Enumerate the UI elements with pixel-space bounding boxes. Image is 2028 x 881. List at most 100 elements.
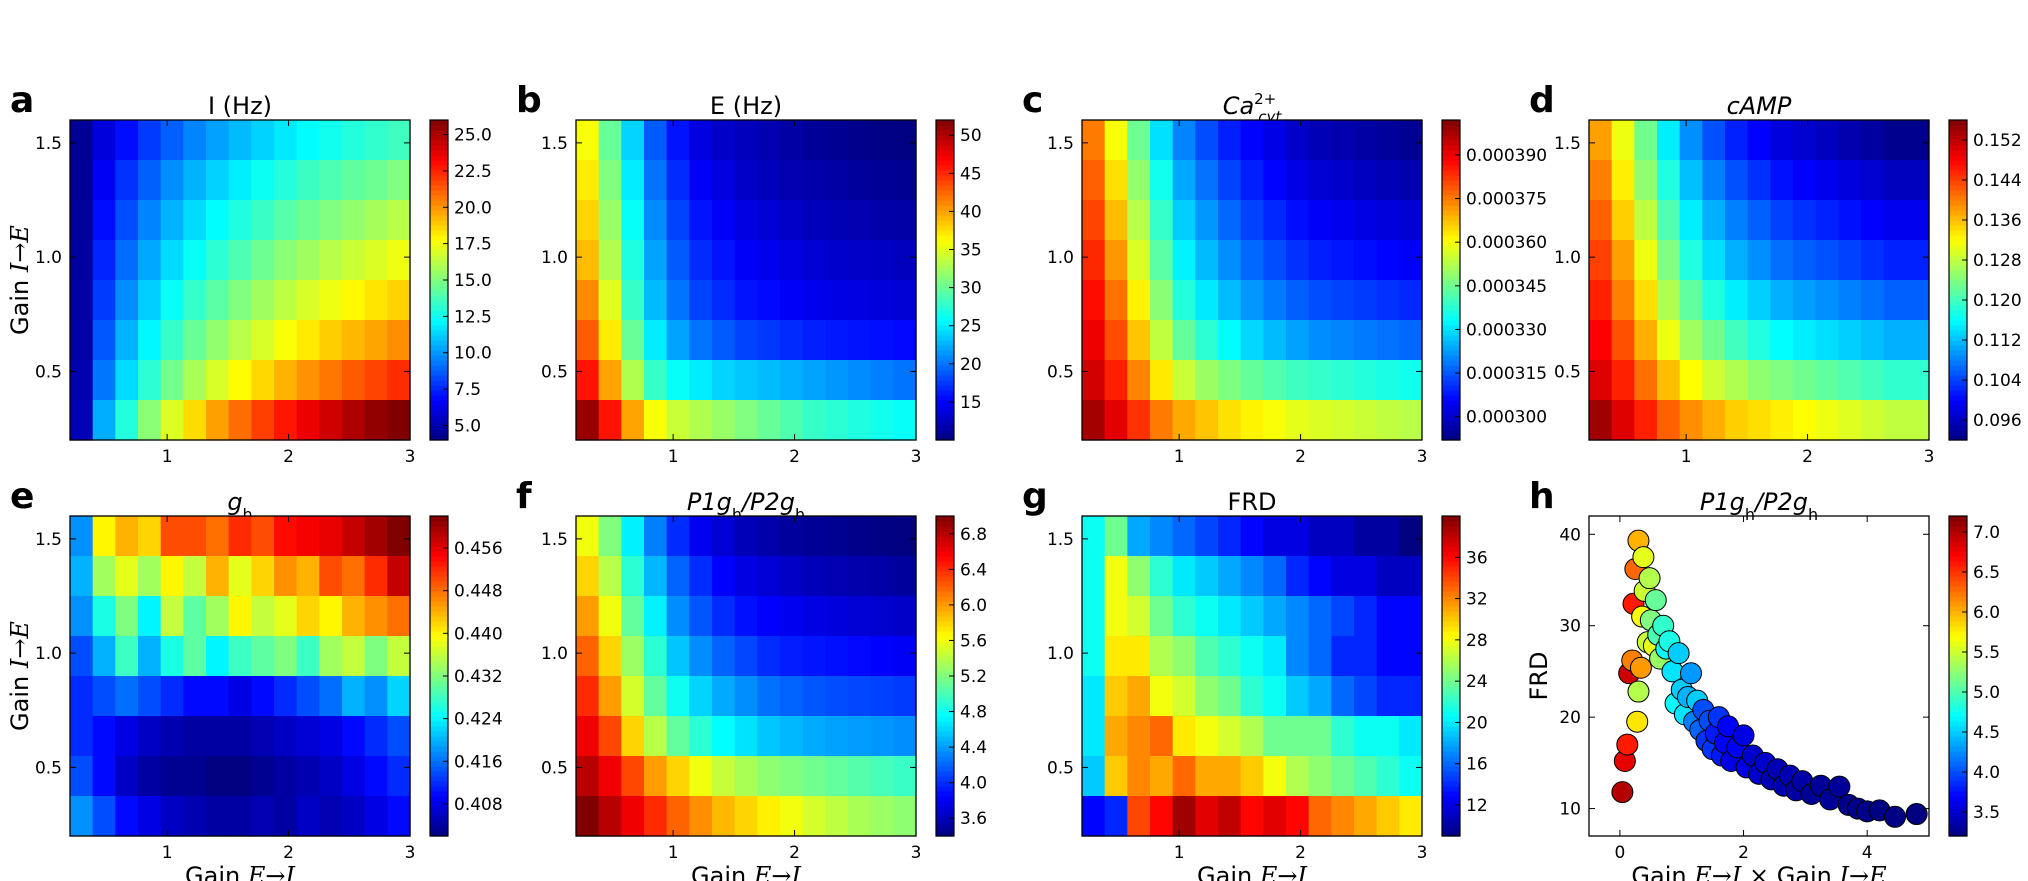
heatmap-cell	[1308, 756, 1332, 797]
heatmap-cell	[319, 516, 343, 557]
heatmap-cell	[1793, 240, 1817, 281]
colorbar-segment	[1949, 701, 1967, 707]
heatmap-cell	[802, 756, 826, 797]
heatmap-cell	[1611, 120, 1635, 161]
colorbar-segment	[1949, 225, 1967, 231]
x-tick-label: 3	[911, 447, 922, 467]
heatmap-cell	[1770, 400, 1794, 441]
heatmap-cell	[1589, 320, 1613, 361]
colorbar-segment	[430, 325, 448, 331]
plot-frame	[1588, 515, 1930, 837]
colorbar-segment	[1442, 140, 1460, 146]
heatmap-cell	[757, 636, 781, 677]
colorbar-segment	[1949, 135, 1967, 141]
heatmap-cell	[1172, 160, 1196, 201]
heatmap-cell	[160, 676, 184, 717]
colorbar-segment	[1442, 415, 1460, 421]
colorbar-tick-label: 0.000300	[1466, 408, 1547, 428]
heatmap-cell	[621, 796, 645, 837]
heatmap-cell	[206, 636, 230, 677]
heatmap-cell	[689, 160, 713, 201]
heatmap-cell	[1240, 400, 1264, 441]
colorbar-segment	[936, 636, 954, 642]
colorbar-segment	[430, 716, 448, 722]
heatmap-cell	[1679, 360, 1703, 401]
heatmap-cell	[689, 120, 713, 161]
heatmap-cell	[1263, 160, 1287, 201]
scatter-point	[1884, 805, 1906, 828]
colorbar-segment	[430, 731, 448, 737]
heatmap-cell	[1286, 360, 1310, 401]
colorbar-segment	[430, 816, 448, 822]
colorbar-segment	[1949, 761, 1967, 767]
heatmap-cell	[319, 716, 343, 757]
heatmap-cell	[1399, 240, 1423, 281]
colorbar-frame	[1441, 515, 1461, 837]
colorbar-segment	[1442, 375, 1460, 381]
heatmap-cell	[342, 716, 366, 757]
colorbar-segment	[430, 606, 448, 612]
colorbar-segment	[1442, 811, 1460, 817]
colorbar-segment	[430, 706, 448, 712]
colorbar-segment	[1949, 651, 1967, 657]
colorbar-segment	[1442, 165, 1460, 171]
y-tick-label: 0.5	[1554, 362, 1581, 382]
heatmap-cell	[1702, 320, 1726, 361]
heatmap-cell	[848, 120, 872, 161]
heatmap-cell	[893, 716, 917, 757]
colorbar-segment	[1949, 621, 1967, 627]
heatmap-cell	[644, 160, 668, 201]
heatmap-cell	[734, 756, 758, 797]
colorbar-segment	[1949, 586, 1967, 592]
heatmap-cell	[1376, 360, 1400, 401]
heatmap-cell	[870, 556, 894, 597]
heatmap-cell	[1286, 320, 1310, 361]
heatmap-cell	[1861, 360, 1885, 401]
panel-title: P1gh/P2gh	[687, 488, 805, 524]
heatmap-cell	[780, 200, 804, 241]
colorbar-segment	[936, 260, 954, 266]
heatmap-cell	[1195, 556, 1219, 597]
heatmap-cell	[1793, 120, 1817, 161]
colorbar-segment	[936, 671, 954, 677]
heatmap-cell	[1770, 240, 1794, 281]
heatmap-cell	[576, 240, 600, 281]
colorbar-segment	[1442, 816, 1460, 822]
heatmap-cell	[598, 516, 622, 557]
colorbar-segment	[430, 215, 448, 221]
heatmap-cell	[870, 796, 894, 837]
colorbar-segment	[936, 415, 954, 421]
heatmap-cell	[1104, 556, 1128, 597]
heatmap-cell	[1838, 400, 1862, 441]
colorbar-segment	[1949, 270, 1967, 276]
heatmap-cell	[802, 240, 826, 281]
colorbar-segment	[1949, 395, 1967, 401]
heatmap-cell	[1747, 160, 1771, 201]
heatmap-cell	[251, 516, 275, 557]
colorbar-segment	[1949, 310, 1967, 316]
heatmap-cell	[666, 400, 690, 441]
colorbar-segment	[430, 415, 448, 421]
colorbar-segment	[936, 210, 954, 216]
heatmap-cell	[70, 676, 94, 717]
heatmap-cell	[734, 120, 758, 161]
heatmap-cell	[848, 756, 872, 797]
heatmap-cell	[274, 676, 298, 717]
heatmap-cell	[206, 556, 230, 597]
colorbar-segment	[1949, 536, 1967, 542]
colorbar-segment	[936, 696, 954, 702]
heatmap-cell	[1286, 636, 1310, 677]
heatmap-cell	[1082, 400, 1106, 441]
heatmap-cell	[734, 556, 758, 597]
heatmap-cell	[319, 676, 343, 717]
colorbar-segment	[936, 220, 954, 226]
colorbar-segment	[1442, 340, 1460, 346]
colorbar-segment	[1949, 435, 1967, 441]
heatmap-cell	[1195, 676, 1219, 717]
heatmap-cell	[70, 200, 94, 241]
heatmap-cell	[228, 596, 252, 637]
heatmap-cell	[1399, 360, 1423, 401]
heatmap-cell	[1634, 160, 1658, 201]
colorbar-segment	[430, 796, 448, 802]
colorbar-tick-label: 0.136	[1973, 211, 2022, 231]
